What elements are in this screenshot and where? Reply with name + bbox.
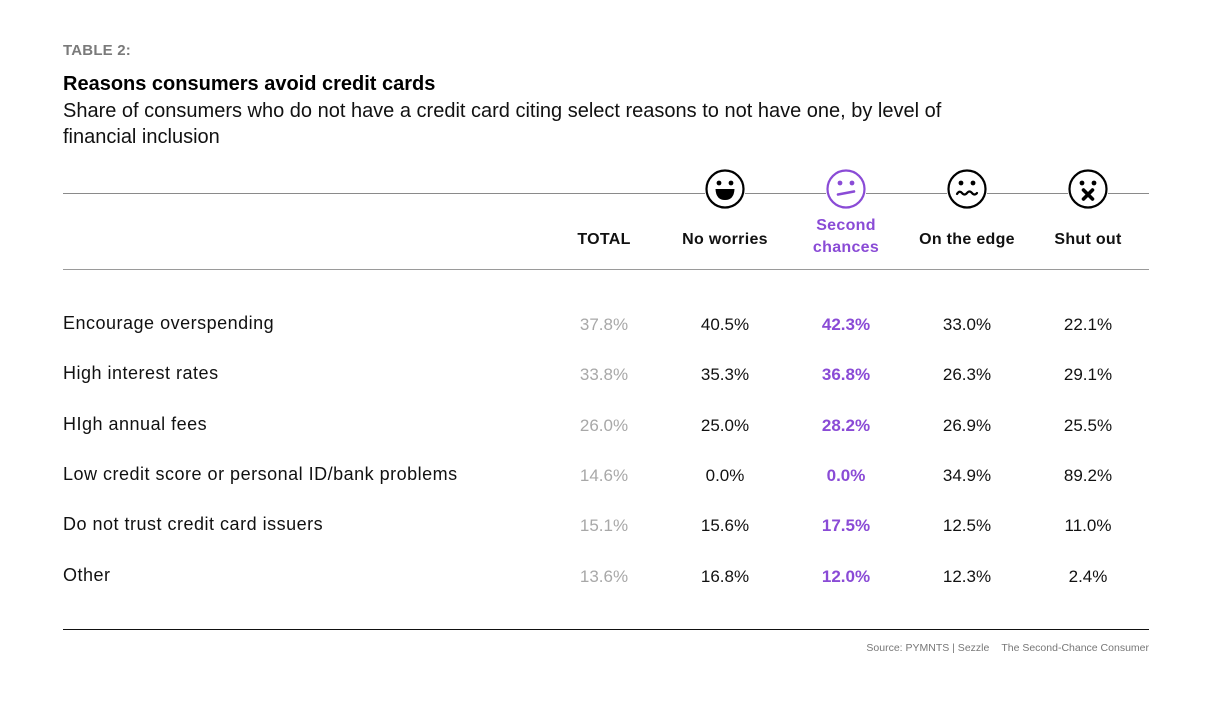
table-cell: 34.9% bbox=[942, 466, 992, 485]
table-cell: 25.5% bbox=[1063, 416, 1113, 435]
table-cell: 26.3% bbox=[942, 365, 992, 384]
table-cell: 12.3% bbox=[942, 567, 992, 586]
table-cell: 0.0% bbox=[705, 466, 745, 485]
row-label: HIgh annual fees bbox=[63, 414, 208, 434]
neutral-face-icon bbox=[826, 169, 866, 209]
table-cell: 12.0% bbox=[821, 567, 871, 586]
table-cell: 15.1% bbox=[579, 516, 629, 535]
table-subtitle: Share of consumers who do not have a cre… bbox=[63, 100, 942, 148]
table-number-label: TABLE 2: bbox=[63, 42, 131, 59]
table-cell: 12.5% bbox=[942, 516, 992, 535]
column-header-total: TOTAL bbox=[577, 231, 631, 248]
table-title: Reasons consumers avoid credit cards bbox=[63, 73, 436, 95]
table-cell: 40.5% bbox=[700, 315, 750, 334]
table-cell: 11.0% bbox=[1064, 516, 1112, 535]
table-cell: 13.6% bbox=[579, 567, 629, 586]
source-note: Source: PYMNTS | Sezzle The Second-Chance… bbox=[866, 642, 1149, 654]
row-label: Low credit score or personal ID/bank pro… bbox=[63, 464, 458, 484]
table-cell: 42.3% bbox=[821, 315, 871, 334]
column-header-shut-out: Shut out bbox=[1054, 231, 1122, 248]
row-label: Encourage overspending bbox=[63, 313, 275, 333]
table-cell: 29.1% bbox=[1063, 365, 1113, 384]
table-cell: 25.0% bbox=[700, 416, 750, 435]
table-cell: 33.0% bbox=[942, 315, 992, 334]
x-mouth-face-icon bbox=[1068, 169, 1108, 209]
table-cell: 28.2% bbox=[821, 416, 871, 435]
table-cell: 36.8% bbox=[821, 365, 871, 384]
column-header-on-the-edge: On the edge bbox=[919, 231, 1015, 248]
table-cell: 16.8% bbox=[700, 567, 750, 586]
row-label: High interest rates bbox=[63, 363, 219, 383]
header-divider bbox=[63, 269, 1149, 270]
table-cell: 2.4% bbox=[1068, 567, 1108, 586]
row-label: Do not trust credit card issuers bbox=[63, 514, 324, 534]
column-header-no-worries: No worries bbox=[682, 231, 768, 248]
report-title: The Second-Chance Consumer bbox=[1001, 642, 1149, 654]
table-cell: 22.1% bbox=[1063, 315, 1113, 334]
table-cell: 0.0% bbox=[826, 466, 866, 485]
table-cell: 15.6% bbox=[700, 516, 750, 535]
table-cell: 14.6% bbox=[579, 466, 629, 485]
table-cell: 17.5% bbox=[821, 516, 871, 535]
source-text: Source: PYMNTS | Sezzle bbox=[866, 642, 990, 654]
row-label: Other bbox=[63, 565, 111, 585]
bottom-divider bbox=[63, 629, 1149, 630]
top-divider bbox=[63, 193, 1149, 194]
table-cell: 89.2% bbox=[1063, 466, 1113, 485]
table-cell: 26.0% bbox=[579, 416, 629, 435]
grinning-face-icon bbox=[705, 169, 745, 209]
worried-face-icon bbox=[947, 169, 987, 209]
table-cell: 35.3% bbox=[700, 365, 750, 384]
column-header-second-chances: Second chances bbox=[786, 215, 906, 259]
column-header-second-chances-text: Second chances bbox=[812, 217, 880, 256]
table-cell: 26.9% bbox=[942, 416, 992, 435]
table-cell: 33.8% bbox=[579, 365, 629, 384]
table-cell: 37.8% bbox=[579, 315, 629, 334]
